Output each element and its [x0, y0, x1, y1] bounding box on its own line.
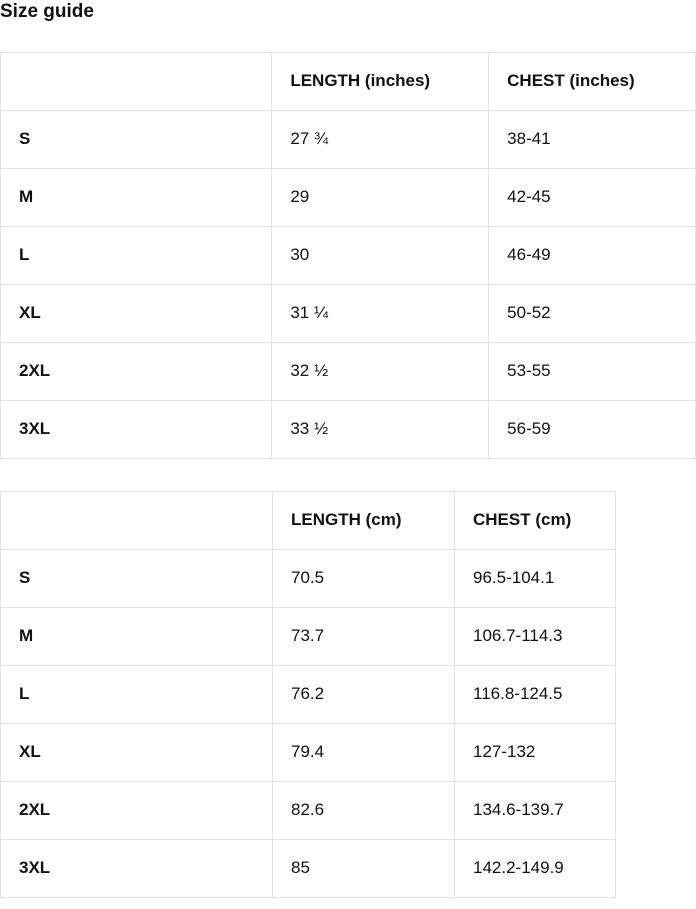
length-cell: 85 — [272, 839, 455, 898]
length-cell: 73.7 — [272, 607, 455, 666]
table-row: 3XL 33 ½ 56-59 — [0, 400, 696, 459]
size-cell: S — [0, 110, 273, 169]
table-row: XL 79.4 127-132 — [0, 723, 616, 782]
size-cell: XL — [0, 723, 273, 782]
column-header-blank — [0, 491, 273, 550]
length-cell: 27 ¾ — [271, 110, 490, 169]
length-cell: 33 ½ — [271, 400, 490, 459]
table-row: L 30 46-49 — [0, 226, 696, 285]
table-row: 3XL 85 142.2-149.9 — [0, 839, 616, 898]
length-cell: 31 ¼ — [271, 284, 490, 343]
size-cell: L — [0, 226, 273, 285]
chest-cell: 106.7-114.3 — [454, 607, 616, 666]
column-header-blank — [0, 52, 273, 111]
size-cell: 3XL — [0, 400, 273, 459]
size-table-cm: LENGTH (cm) CHEST (cm) S 70.5 96.5-104.1… — [0, 491, 616, 898]
size-cell: M — [0, 168, 273, 227]
size-cell: 2XL — [0, 342, 273, 401]
table-row: S 27 ¾ 38-41 — [0, 110, 696, 169]
length-cell: 32 ½ — [271, 342, 490, 401]
size-table-inches: LENGTH (inches) CHEST (inches) S 27 ¾ 38… — [0, 52, 696, 459]
chest-cell: 42-45 — [488, 168, 696, 227]
column-header-chest: CHEST (inches) — [488, 52, 696, 111]
header-row: LENGTH (inches) CHEST (inches) — [0, 52, 696, 111]
column-header-length: LENGTH (inches) — [271, 52, 490, 111]
length-cell: 29 — [271, 168, 490, 227]
page-title: Size guide — [0, 1, 94, 22]
size-cell: S — [0, 549, 273, 608]
size-cell: M — [0, 607, 273, 666]
size-cell: XL — [0, 284, 273, 343]
size-cell: 2XL — [0, 781, 273, 840]
header-row: LENGTH (cm) CHEST (cm) — [0, 491, 616, 550]
table-row: XL 31 ¼ 50-52 — [0, 284, 696, 343]
length-cell: 70.5 — [272, 549, 455, 608]
chest-cell: 142.2-149.9 — [454, 839, 616, 898]
chest-cell: 134.6-139.7 — [454, 781, 616, 840]
table-row: M 73.7 106.7-114.3 — [0, 607, 616, 666]
column-header-chest: CHEST (cm) — [454, 491, 616, 550]
chest-cell: 46-49 — [488, 226, 696, 285]
chest-cell: 50-52 — [488, 284, 696, 343]
length-cell: 82.6 — [272, 781, 455, 840]
chest-cell: 56-59 — [488, 400, 696, 459]
length-cell: 30 — [271, 226, 490, 285]
chest-cell: 127-132 — [454, 723, 616, 782]
table-row: 2XL 82.6 134.6-139.7 — [0, 781, 616, 840]
chest-cell: 96.5-104.1 — [454, 549, 616, 608]
table-row: S 70.5 96.5-104.1 — [0, 549, 616, 608]
size-cell: 3XL — [0, 839, 273, 898]
table-row: L 76.2 116.8-124.5 — [0, 665, 616, 724]
chest-cell: 38-41 — [488, 110, 696, 169]
size-cell: L — [0, 665, 273, 724]
length-cell: 76.2 — [272, 665, 455, 724]
length-cell: 79.4 — [272, 723, 455, 782]
table-row: 2XL 32 ½ 53-55 — [0, 342, 696, 401]
chest-cell: 53-55 — [488, 342, 696, 401]
table-row: M 29 42-45 — [0, 168, 696, 227]
column-header-length: LENGTH (cm) — [272, 491, 455, 550]
chest-cell: 116.8-124.5 — [454, 665, 616, 724]
